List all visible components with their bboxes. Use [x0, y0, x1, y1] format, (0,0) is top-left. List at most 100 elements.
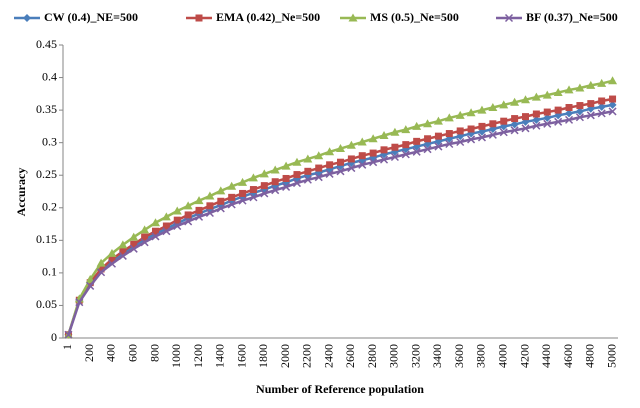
- legend-item: EMA (0.42)_Ne=500: [186, 10, 320, 24]
- marker: [542, 90, 552, 99]
- marker: [358, 160, 367, 169]
- marker: [575, 113, 584, 122]
- legend-item: CW (0.4)_NE=500: [14, 10, 138, 24]
- marker: [292, 179, 302, 188]
- marker: [228, 193, 236, 201]
- marker: [576, 102, 584, 110]
- marker: [423, 145, 432, 154]
- marker: [477, 105, 487, 114]
- marker: [270, 165, 280, 174]
- marker: [108, 255, 116, 263]
- x-tick-label: 2200: [300, 344, 314, 368]
- marker: [532, 115, 541, 124]
- marker: [347, 155, 355, 163]
- marker: [477, 133, 487, 142]
- marker: [282, 182, 291, 191]
- marker: [118, 240, 128, 249]
- y-tick-label: 0.4: [42, 69, 57, 83]
- marker: [315, 164, 323, 172]
- marker: [445, 139, 454, 148]
- marker: [510, 97, 520, 106]
- marker: [129, 232, 139, 241]
- marker: [173, 221, 182, 231]
- x-tick-label: 1800: [256, 344, 270, 368]
- marker: [434, 132, 442, 140]
- x-tick-label: 600: [125, 344, 139, 362]
- x-tick-label: 3400: [430, 344, 444, 368]
- marker: [183, 201, 193, 210]
- marker: [227, 181, 237, 190]
- series-line: [67, 79, 613, 336]
- marker: [379, 131, 389, 140]
- marker: [531, 92, 541, 101]
- x-tick-label: 1400: [213, 344, 227, 368]
- x-tick-label: 1: [60, 344, 74, 350]
- marker: [433, 116, 443, 125]
- marker: [510, 120, 519, 129]
- marker: [488, 103, 498, 112]
- marker: [227, 200, 236, 209]
- marker: [248, 173, 258, 182]
- marker: [96, 258, 106, 267]
- marker: [140, 238, 149, 247]
- marker: [597, 102, 606, 111]
- marker: [347, 164, 356, 173]
- x-tick-label: 3600: [452, 344, 466, 368]
- marker: [597, 78, 607, 87]
- marker: [336, 167, 345, 176]
- marker: [140, 225, 150, 234]
- x-tick-label: 1000: [169, 344, 183, 368]
- marker: [455, 110, 465, 119]
- marker: [554, 106, 562, 114]
- marker: [467, 135, 476, 144]
- marker: [282, 174, 290, 182]
- marker: [369, 149, 377, 157]
- x-tick-label: 4400: [539, 344, 553, 368]
- marker: [346, 140, 356, 149]
- marker: [184, 211, 192, 219]
- marker: [401, 125, 411, 134]
- marker: [86, 281, 95, 290]
- y-tick-label: 0.1: [42, 265, 57, 279]
- marker: [466, 108, 476, 117]
- marker: [608, 100, 617, 109]
- marker: [608, 107, 617, 116]
- marker: [358, 152, 366, 160]
- marker: [292, 157, 302, 166]
- marker: [281, 161, 291, 170]
- marker: [565, 104, 573, 112]
- y-tick-label: 0.15: [36, 232, 57, 246]
- legend-item: MS (0.5)_Ne=500: [340, 10, 459, 24]
- marker: [565, 109, 574, 118]
- marker: [424, 135, 432, 143]
- marker: [369, 158, 378, 167]
- marker: [194, 212, 204, 221]
- marker: [249, 186, 257, 194]
- marker: [456, 137, 465, 147]
- y-tick-label: 0.2: [42, 200, 57, 214]
- marker: [564, 85, 574, 94]
- legend: CW (0.4)_NE=500 EMA (0.42)_Ne=500 MS (0.5)…: [14, 10, 618, 24]
- x-tick-label: 400: [104, 344, 118, 362]
- x-tick-label: 3200: [408, 344, 422, 368]
- marker: [293, 171, 301, 179]
- marker: [598, 97, 606, 105]
- series-line: [67, 103, 613, 336]
- marker: [75, 298, 84, 307]
- marker: [532, 121, 541, 130]
- x-tick-label: 200: [82, 344, 96, 362]
- marker: [162, 222, 170, 230]
- marker: [172, 206, 182, 215]
- y-tick-label: 0.25: [36, 167, 57, 181]
- y-tick-label: 0: [51, 330, 57, 344]
- marker: [119, 247, 127, 255]
- marker: [314, 173, 323, 182]
- y-axis-title: Accuracy: [14, 168, 28, 217]
- marker: [249, 193, 258, 202]
- marker: [325, 147, 335, 156]
- marker: [194, 196, 204, 205]
- marker: [141, 233, 149, 241]
- marker: [467, 125, 475, 133]
- marker: [368, 134, 378, 143]
- x-tick-label: 4000: [495, 344, 509, 368]
